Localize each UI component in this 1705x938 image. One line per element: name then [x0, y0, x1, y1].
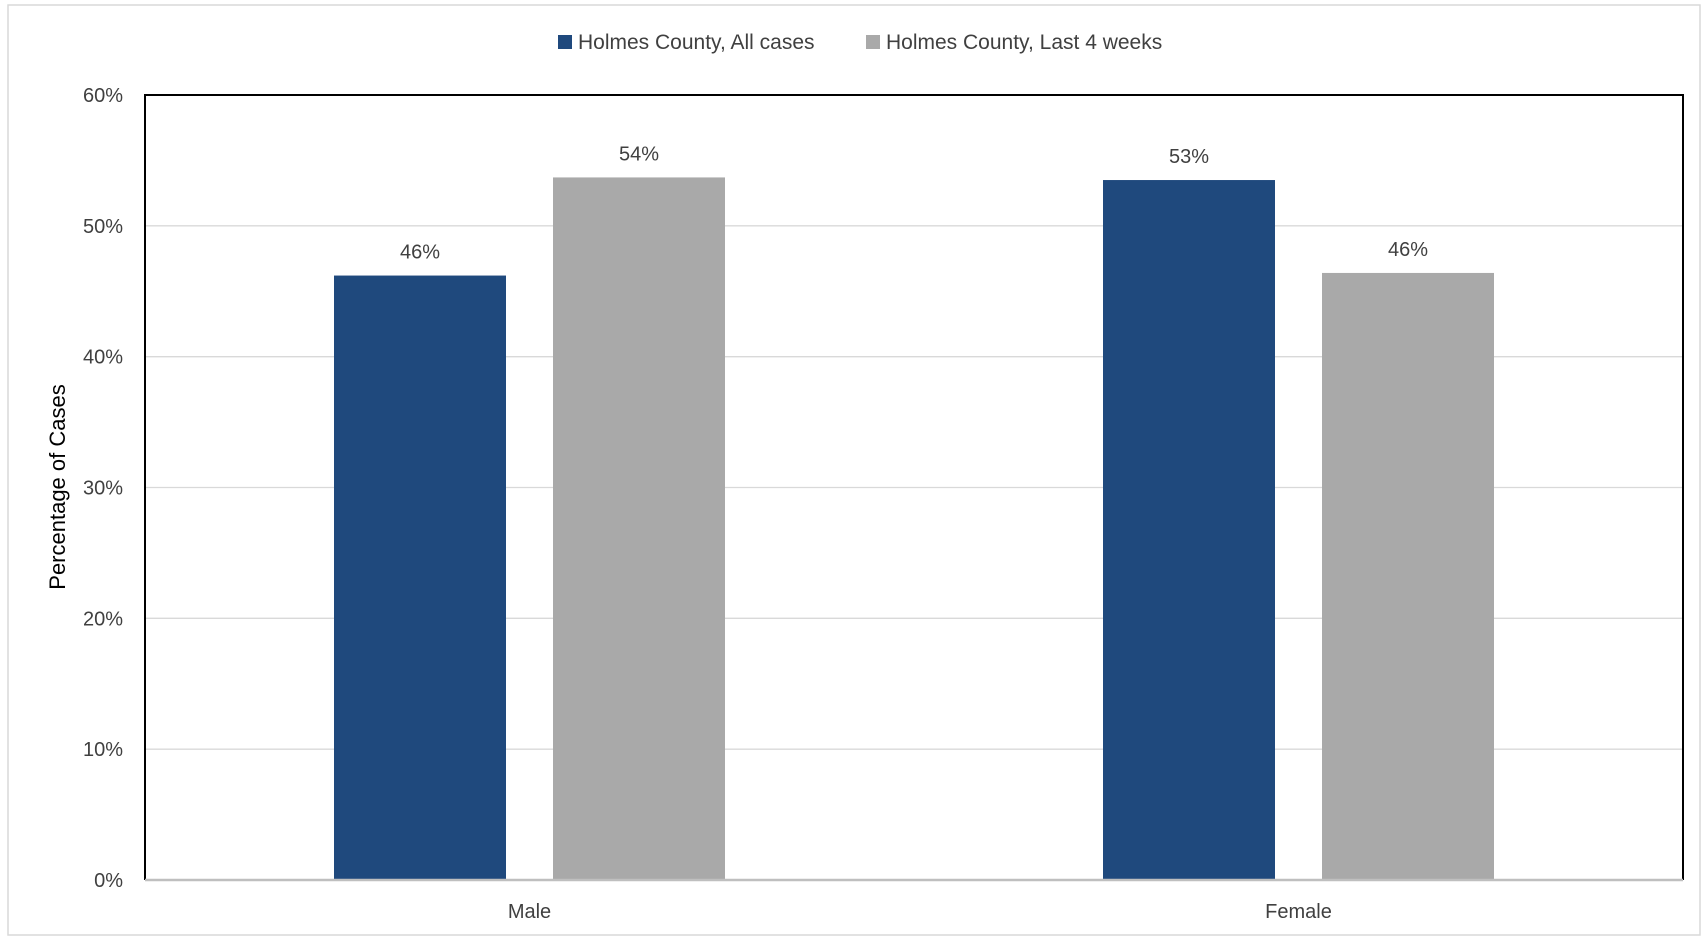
data-label: 53% [1169, 146, 1209, 168]
plot-border [144, 94, 1684, 880]
y-tick-label: 40% [83, 347, 123, 369]
bar-female-last-4-weeks [1322, 272, 1494, 880]
legend: Holmes County, All cases Holmes County, L… [558, 31, 1162, 54]
legend-swatch [866, 35, 880, 49]
y-tick-label: 10% [83, 739, 123, 761]
data-label: 54% [619, 143, 659, 165]
plot-frame [144, 94, 1684, 882]
y-tick-label: 60% [83, 85, 123, 107]
y-tick-label: 50% [83, 216, 123, 238]
y-axis-title: Percentage of Cases [45, 384, 70, 589]
legend-label: Holmes County, All cases [578, 31, 815, 54]
bars [334, 177, 1494, 881]
data-label: 46% [400, 242, 440, 264]
x-tick-label: Female [1265, 901, 1332, 923]
data-labels: 46% 54% 53% 46% [400, 143, 1428, 263]
data-label: 46% [1388, 239, 1428, 261]
bar-female-all-cases [1103, 180, 1275, 880]
y-tick-label: 0% [94, 870, 123, 892]
x-tick-label: Male [508, 901, 551, 923]
y-tick-label: 20% [83, 608, 123, 630]
y-axis-ticks: 0% 10% 20% 30% 40% 50% 60% [83, 85, 123, 892]
x-axis-ticks: Male Female [508, 901, 1332, 923]
y-tick-label: 30% [83, 478, 123, 500]
legend-label: Holmes County, Last 4 weeks [886, 31, 1162, 54]
bar-male-all-cases [334, 275, 506, 880]
legend-swatch [558, 35, 572, 49]
bar-male-last-4-weeks [553, 177, 725, 881]
